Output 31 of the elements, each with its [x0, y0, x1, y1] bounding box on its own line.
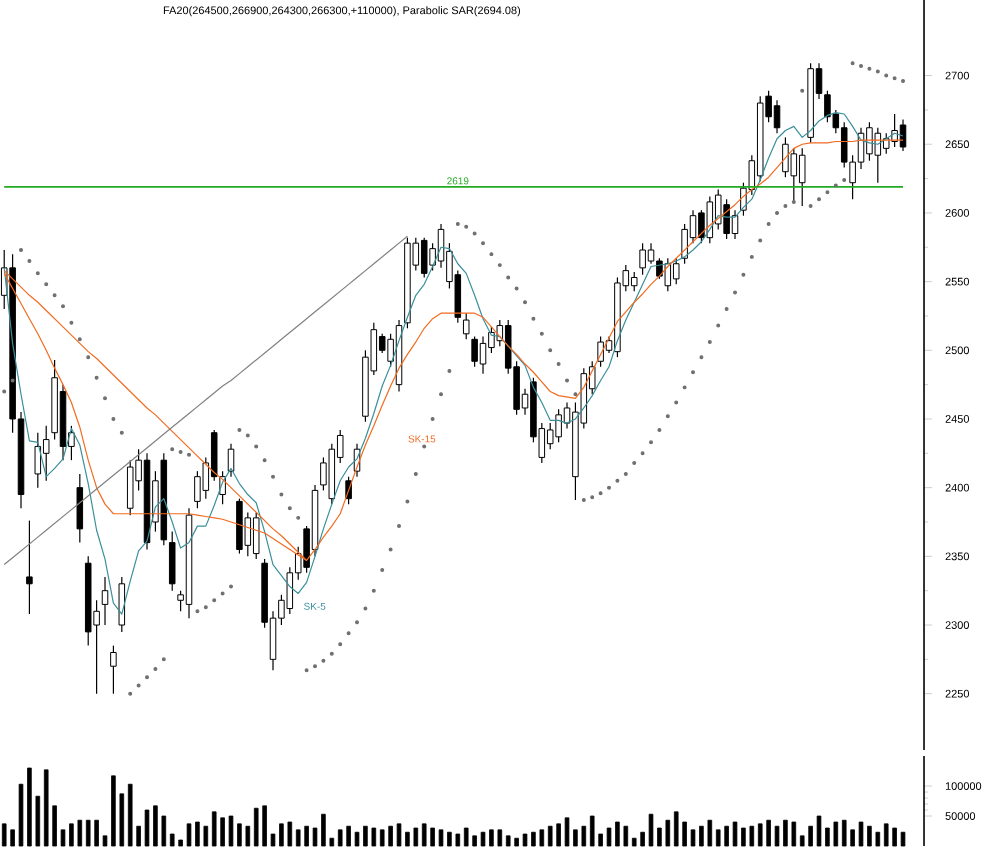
candlestick — [706, 195, 714, 244]
candlestick — [798, 147, 806, 207]
candlestick — [42, 425, 50, 482]
candlestick — [462, 312, 470, 340]
candlestick — [782, 136, 789, 178]
candlestick — [479, 335, 487, 375]
candlestick — [639, 242, 646, 276]
candlestick — [26, 520, 33, 615]
candlestick — [546, 422, 554, 450]
candlestick — [420, 237, 428, 279]
candlestick — [252, 511, 260, 560]
candlestick — [110, 645, 117, 695]
candlestick — [698, 209, 705, 244]
candlestick — [101, 576, 109, 626]
candlestick — [681, 223, 688, 265]
candlestick — [790, 147, 798, 203]
candlestick — [723, 198, 730, 240]
candlestick — [773, 99, 781, 134]
candlestick — [126, 459, 134, 516]
candlestick — [672, 257, 680, 285]
candlestick — [630, 271, 638, 292]
candlestick — [824, 90, 831, 123]
candlestick — [320, 456, 327, 491]
candlestick — [194, 470, 201, 509]
candlestick — [168, 531, 176, 592]
candlestick — [664, 257, 672, 292]
candlestick — [555, 408, 562, 443]
candlestick — [76, 473, 84, 544]
candlestick — [471, 335, 478, 368]
candlestick — [118, 576, 126, 633]
candlestick — [34, 432, 42, 489]
